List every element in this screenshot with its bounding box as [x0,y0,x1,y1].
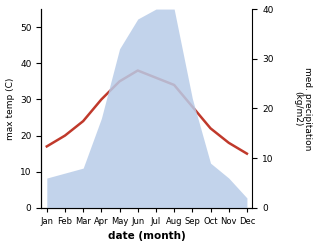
X-axis label: date (month): date (month) [108,231,186,242]
Y-axis label: max temp (C): max temp (C) [5,77,15,140]
Y-axis label: med. precipitation
(kg/m2): med. precipitation (kg/m2) [293,67,313,150]
